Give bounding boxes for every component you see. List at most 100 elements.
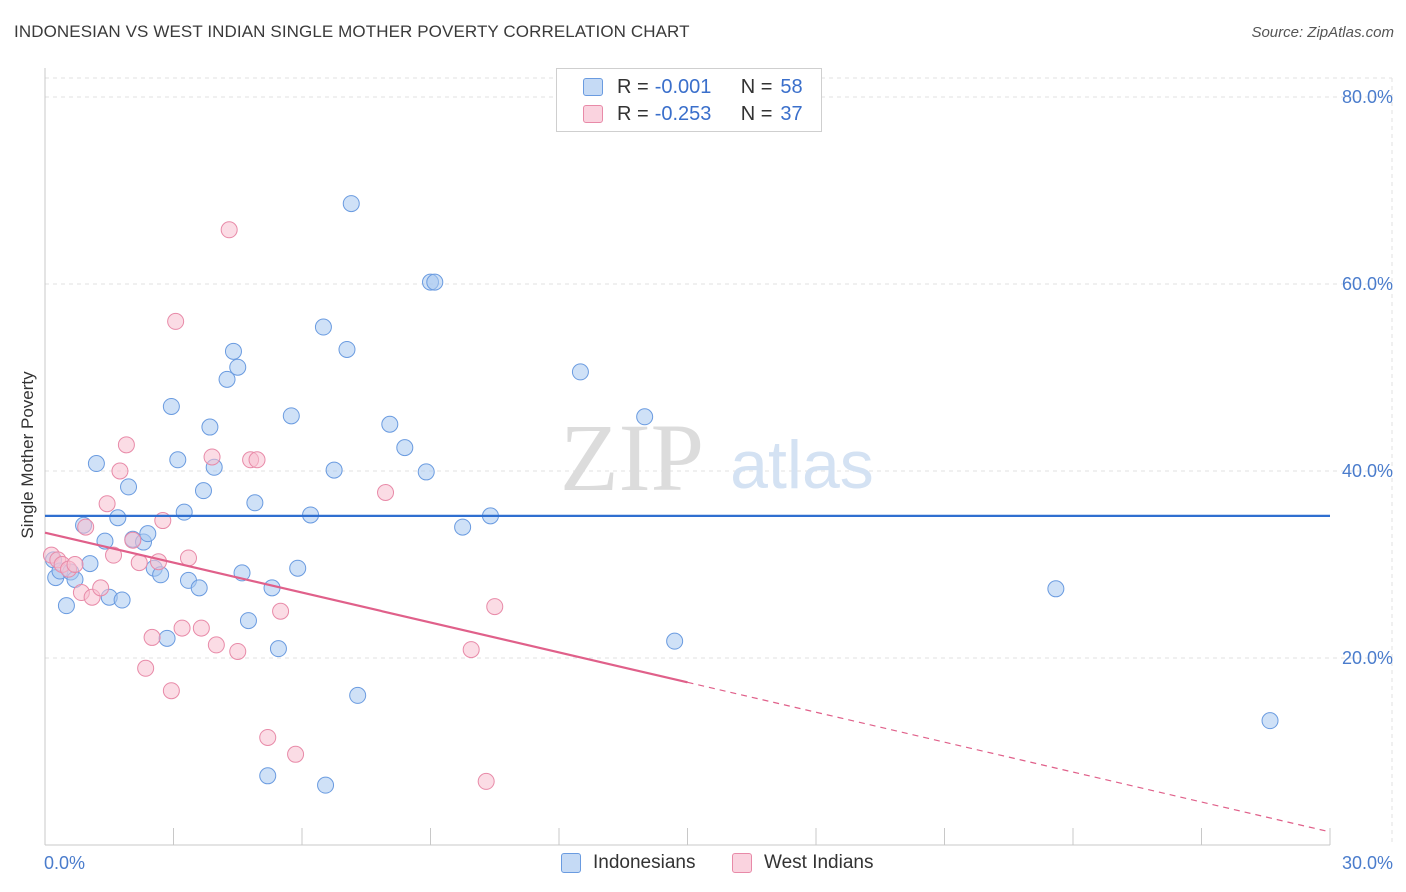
data-point (203, 448, 221, 466)
data-point (220, 221, 238, 239)
data-point (57, 597, 75, 615)
data-point (207, 636, 225, 654)
bottom-legend-west-indians: West Indians (732, 852, 873, 874)
data-point (113, 591, 131, 609)
data-point (338, 340, 356, 358)
data-point (105, 546, 123, 564)
y-tick-label: 40.0% (1342, 461, 1393, 481)
y-tick-label: 60.0% (1342, 274, 1393, 294)
data-point (486, 598, 504, 616)
data-point (120, 478, 138, 496)
data-point (162, 682, 180, 700)
trend-line-west-indians (44, 531, 688, 684)
data-point (246, 494, 264, 512)
data-point (636, 408, 654, 426)
data-point (179, 549, 197, 567)
axes (44, 68, 1331, 846)
legend-n-value: 58 (780, 75, 803, 98)
y-tick-label: 80.0% (1342, 87, 1393, 107)
data-point (169, 451, 187, 469)
bottom-legend-label-indonesians: Indonesians (593, 852, 696, 873)
watermark: ZIP atlas (560, 404, 874, 511)
data-point (162, 397, 180, 415)
legend-r-label: R = (617, 75, 649, 98)
data-point (229, 358, 247, 376)
bottom-legend-swatch-indonesians (561, 853, 581, 873)
bottom-legend-label-west-indians: West Indians (764, 852, 874, 873)
data-point (454, 518, 472, 536)
data-point (92, 579, 110, 597)
data-point (192, 619, 210, 637)
data-point (272, 602, 290, 620)
data-point (173, 619, 191, 637)
data-point (342, 195, 360, 213)
data-point (158, 629, 176, 647)
data-point (98, 495, 116, 513)
data-point (269, 640, 287, 658)
data-point (201, 418, 219, 436)
legend-n-label: N = (740, 75, 773, 98)
data-point (111, 462, 129, 480)
data-point (282, 407, 300, 425)
data-point (289, 559, 307, 577)
data-point (81, 555, 99, 573)
data-point (117, 436, 135, 454)
legend-row-indonesians: R = -0.001 N = 58 (583, 75, 803, 99)
data-point (194, 482, 212, 500)
data-point (218, 370, 236, 388)
x-tick-label: 0.0% (44, 853, 85, 873)
data-point (396, 439, 414, 457)
y-tick-label: 20.0% (1342, 648, 1393, 668)
y-axis-label: Single Mother Poverty (18, 371, 37, 539)
bottom-legend-indonesians: Indonesians (561, 852, 695, 874)
data-point (143, 628, 161, 646)
data-point (224, 342, 242, 360)
legend-swatch-indonesians (583, 78, 603, 96)
data-point (167, 312, 185, 330)
watermark-atlas: atlas (730, 427, 874, 503)
data-point (571, 363, 589, 381)
data-point (109, 509, 127, 527)
bottom-legend-swatch-west-indians (732, 853, 752, 873)
data-point (229, 642, 247, 660)
data-point (349, 686, 367, 704)
x-tick-label: 30.0% (1342, 853, 1393, 873)
data-point (259, 728, 277, 746)
data-point (377, 484, 395, 502)
trend-lines (44, 514, 1331, 833)
data-point (77, 518, 95, 536)
data-point (150, 553, 168, 571)
data-point (287, 745, 305, 763)
legend-r-value: -0.001 (654, 75, 712, 98)
legend-n-label: N = (740, 102, 773, 125)
data-point (139, 525, 157, 543)
data-point (462, 641, 480, 659)
legend-r-label: R = (617, 102, 649, 125)
watermark-zip: ZIP (560, 404, 704, 511)
data-point (325, 461, 343, 479)
data-point (666, 632, 684, 650)
data-point (417, 463, 435, 481)
data-point (317, 776, 335, 794)
data-point (381, 415, 399, 433)
data-point (239, 612, 257, 630)
data-point (259, 767, 277, 785)
data-point (66, 556, 84, 573)
legend-n-value: 37 (780, 102, 803, 125)
data-point (137, 659, 155, 677)
data-point (248, 451, 266, 469)
data-point (124, 531, 142, 549)
data-point (314, 318, 332, 336)
legend-r-value: -0.253 (654, 102, 712, 125)
trend-line-west-indians-extension (687, 681, 1331, 833)
source-label: Source: ZipAtlas.com (1251, 24, 1394, 41)
legend-swatch-west-indians (583, 105, 603, 123)
chart-title: INDONESIAN VS WEST INDIAN SINGLE MOTHER … (14, 22, 690, 41)
data-point (1261, 712, 1279, 730)
data-point (87, 455, 105, 473)
data-point (1047, 580, 1065, 598)
data-point (477, 772, 495, 790)
data-point (426, 273, 444, 291)
tick-labels: 20.0% 40.0% 60.0% 80.0% 0.0% 30.0% (44, 87, 1393, 873)
